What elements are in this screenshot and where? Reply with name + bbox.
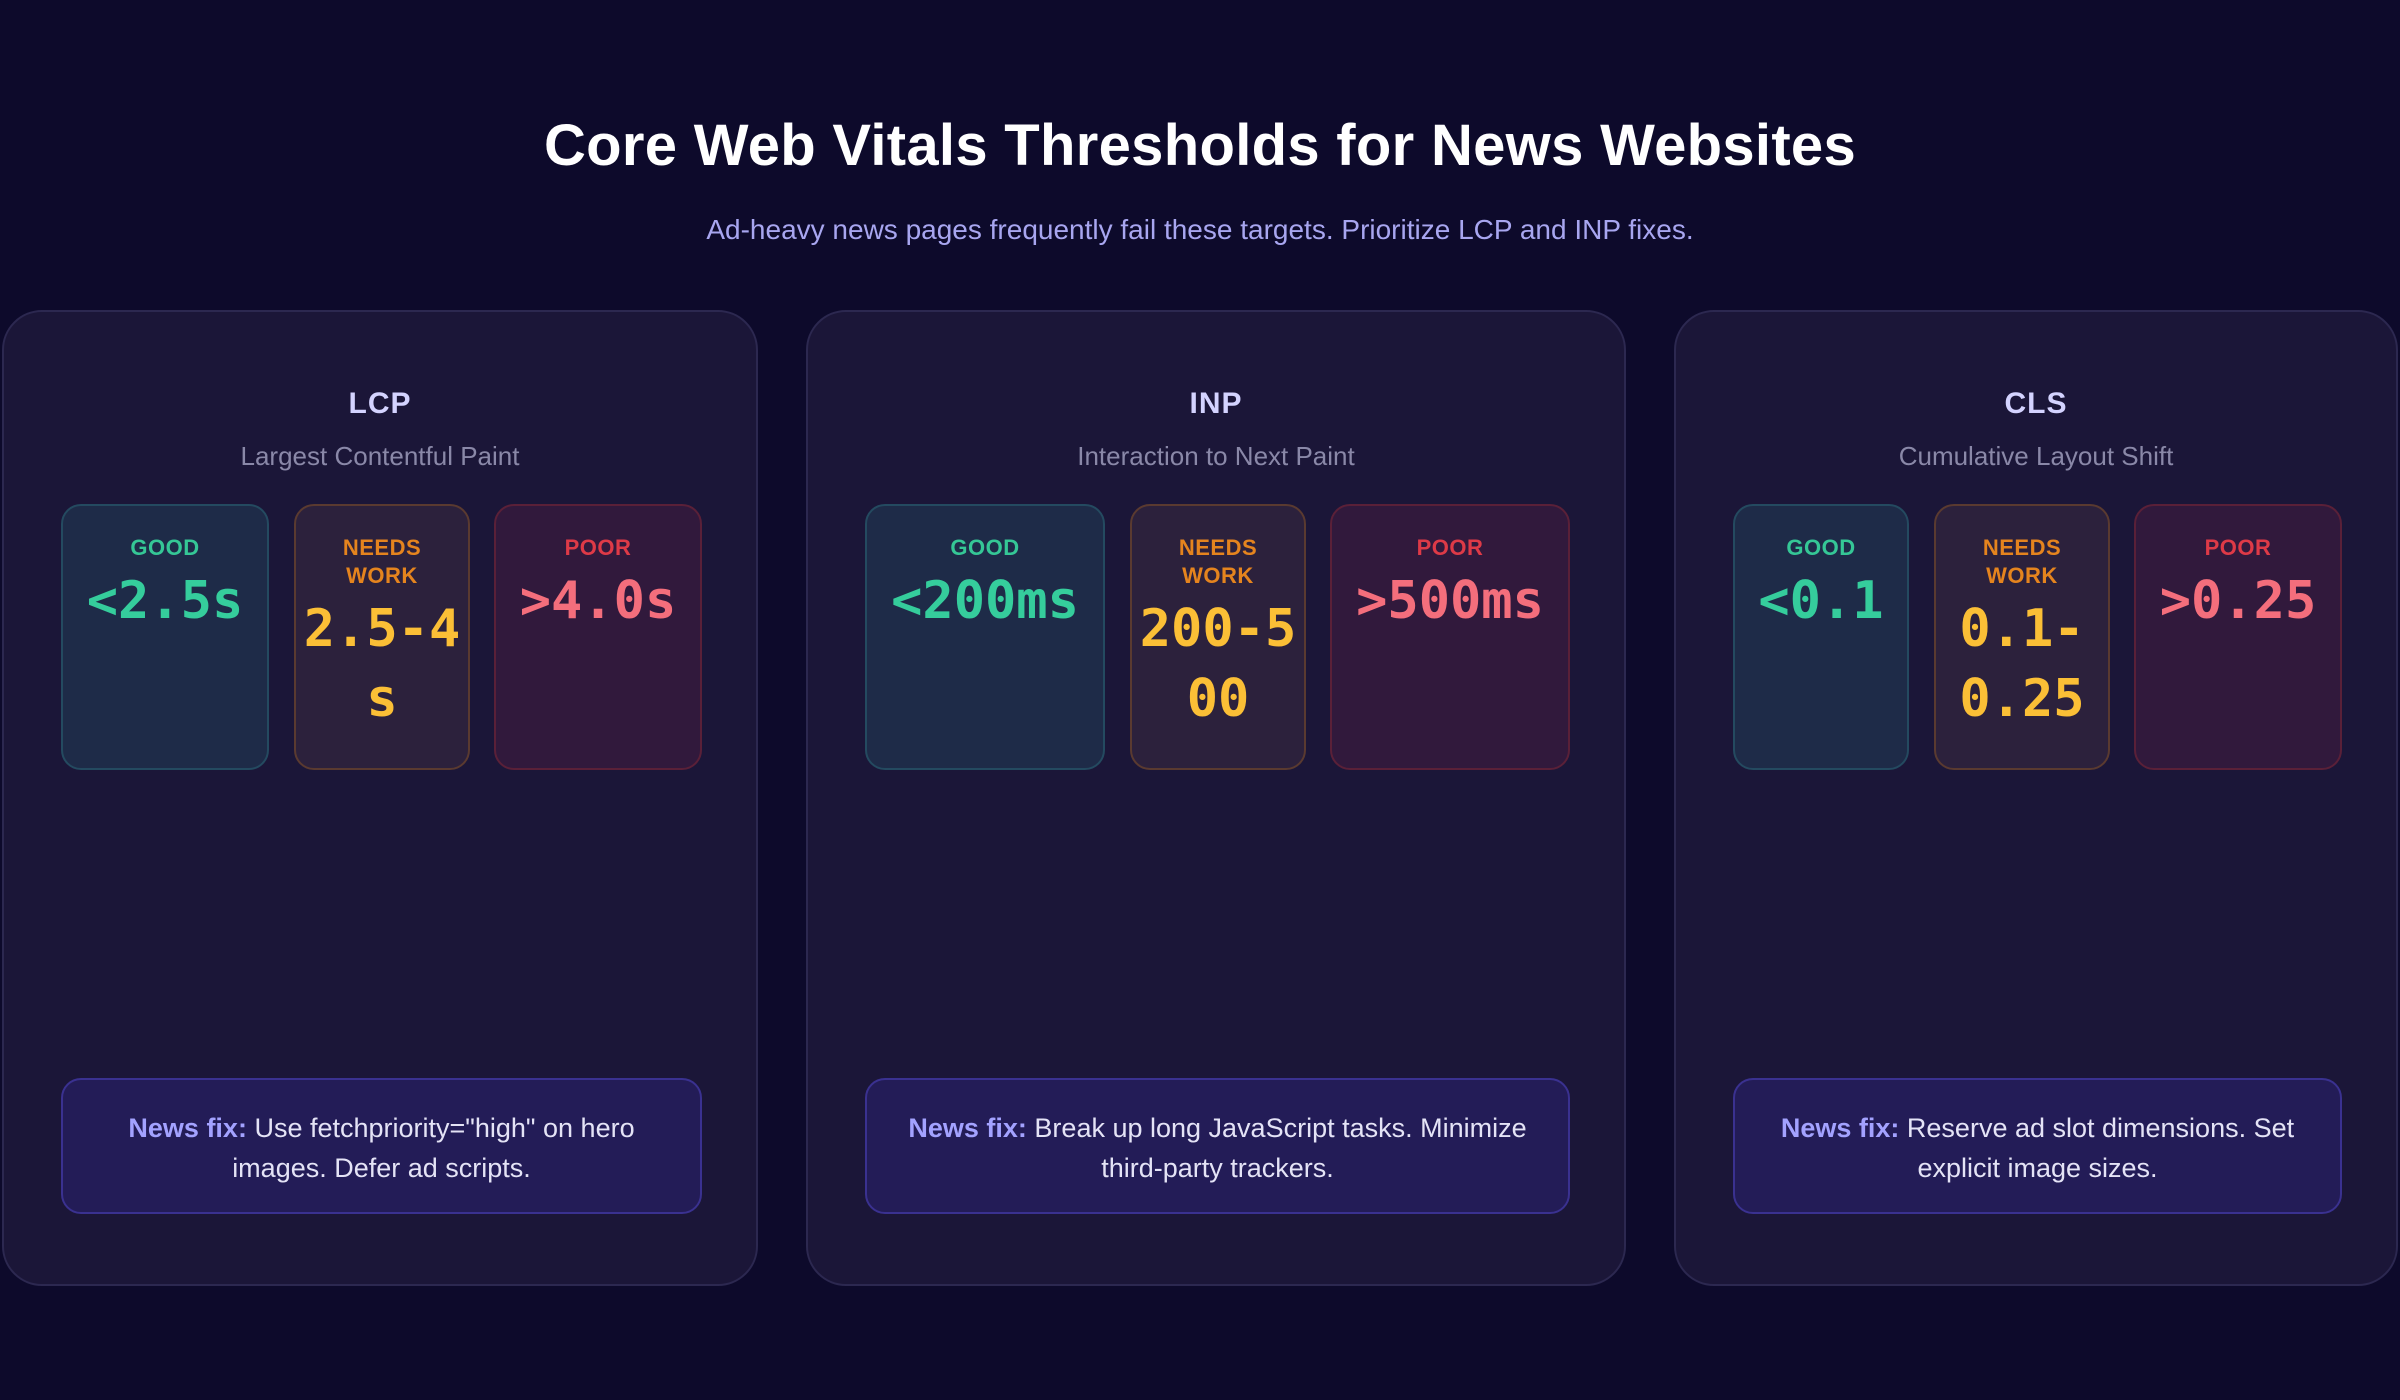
metric-abbr: LCP: [348, 387, 412, 420]
metric-card-cls: CLS Cumulative Layout Shift GOOD <0.1 NE…: [1674, 310, 2398, 1286]
threshold-value: <200ms: [891, 571, 1079, 631]
threshold-poor: POOR >4.0s: [494, 504, 702, 770]
news-fix-label: News fix:: [908, 1113, 1027, 1143]
threshold-value: 0.1-0.25: [1959, 599, 2085, 729]
threshold-value: >500ms: [1356, 571, 1544, 631]
threshold-label: GOOD: [130, 535, 200, 560]
threshold-label: GOOD: [950, 535, 1020, 560]
threshold-good: GOOD <200ms: [865, 504, 1105, 770]
threshold-needs-work: NEEDS WORK 0.1-0.25: [1934, 504, 2110, 770]
threshold-value: 200-500: [1139, 599, 1297, 729]
threshold-label: NEEDS WORK: [1178, 535, 1258, 588]
metric-card-lcp: LCP Largest Contentful Paint GOOD <2.5s …: [2, 310, 758, 1286]
metric-full-name: Interaction to Next Paint: [1077, 441, 1355, 471]
threshold-poor: POOR >500ms: [1330, 504, 1570, 770]
metric-full-name: Cumulative Layout Shift: [1898, 441, 2174, 471]
threshold-good: GOOD <2.5s: [61, 504, 269, 770]
threshold-poor: POOR >0.25: [2134, 504, 2342, 770]
news-fix-box: News fix: Break up long JavaScript tasks…: [865, 1078, 1570, 1214]
news-fix-box: News fix: Reserve ad slot dimensions. Se…: [1733, 1078, 2342, 1214]
metric-card-inp: INP Interaction to Next Paint GOOD <200m…: [806, 310, 1626, 1286]
metric-full-name: Largest Contentful Paint: [240, 441, 520, 471]
news-fix-label: News fix:: [128, 1113, 247, 1143]
threshold-value: <2.5s: [86, 571, 244, 631]
threshold-value: >4.0s: [519, 571, 677, 631]
news-fix-text: Reserve ad slot dimensions. Set explicit…: [1906, 1113, 2295, 1183]
threshold-good: GOOD <0.1: [1733, 504, 1909, 770]
news-fix-text: Use fetchpriority="high" on hero images.…: [232, 1113, 635, 1183]
threshold-label: POOR: [2204, 535, 2272, 560]
threshold-value: 2.5-4s: [303, 599, 461, 729]
threshold-needs-work: NEEDS WORK 200-500: [1130, 504, 1306, 770]
threshold-needs-work: NEEDS WORK 2.5-4s: [294, 504, 470, 770]
threshold-label: POOR: [564, 535, 632, 560]
metric-abbr: CLS: [2004, 387, 2068, 420]
news-fix-text: Break up long JavaScript tasks. Minimize…: [1034, 1113, 1527, 1183]
page-subtitle: Ad-heavy news pages frequently fail thes…: [706, 214, 1694, 245]
threshold-label: POOR: [1416, 535, 1484, 560]
news-fix-label: News fix:: [1780, 1113, 1900, 1143]
threshold-label: NEEDS WORK: [1982, 535, 2062, 588]
metric-abbr: INP: [1189, 387, 1243, 420]
news-fix-box: News fix: Use fetchpriority="high" on he…: [61, 1078, 702, 1214]
threshold-label: NEEDS WORK: [342, 535, 422, 588]
threshold-value: >0.25: [2159, 571, 2317, 631]
threshold-value: <0.1: [1758, 571, 1884, 631]
page-title: Core Web Vitals Thresholds for News Webs…: [543, 113, 1857, 178]
threshold-label: GOOD: [1786, 535, 1856, 560]
